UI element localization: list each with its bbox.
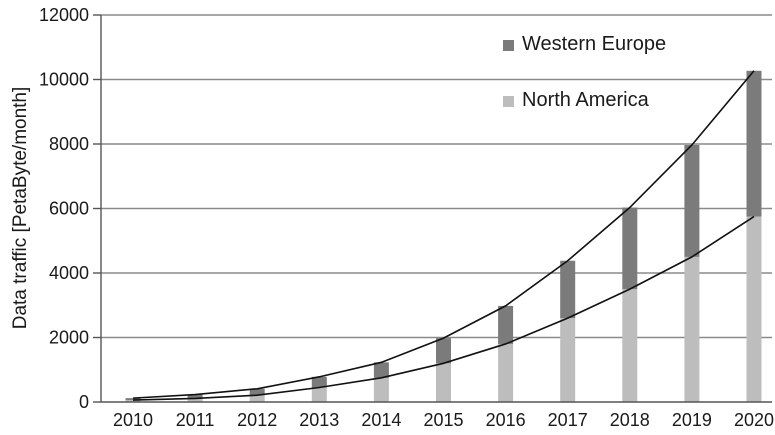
trend-lines	[132, 70, 755, 401]
bar-western-europe	[187, 394, 203, 399]
x-tick-label: 2011	[176, 410, 215, 430]
bar-north-america	[249, 395, 265, 402]
bar-north-america	[622, 289, 638, 402]
trend-line-north-america	[132, 215, 755, 401]
bars	[125, 70, 762, 402]
bar-western-europe	[311, 376, 327, 388]
bar-western-europe	[684, 144, 700, 257]
bar-western-europe	[249, 388, 265, 396]
legend: Western Europe North America	[503, 33, 666, 111]
bar-north-america	[560, 318, 576, 402]
bar-western-europe	[560, 260, 576, 319]
bar-north-america	[746, 216, 762, 402]
legend-swatch	[503, 40, 514, 51]
y-tick-label: 12000	[39, 5, 89, 25]
bar-north-america	[436, 363, 451, 402]
x-tick-label: 2020	[734, 410, 774, 430]
bar-western-europe	[746, 70, 762, 217]
bar-north-america	[311, 387, 327, 402]
x-tick-label: 2013	[299, 410, 339, 430]
bar-western-europe	[622, 207, 638, 290]
bar-north-america	[498, 343, 514, 402]
y-tick-label: 8000	[49, 134, 89, 154]
x-tick-label: 2010	[113, 410, 153, 430]
y-tick-labels: 0 2000 4000 6000 8000 10000 12000	[39, 5, 89, 412]
x-tick-labels: 2010 2011 2012 2013 2014 2015 2016 2017 2018 2019…	[113, 410, 774, 430]
bar-north-america	[125, 400, 141, 402]
axes	[93, 14, 772, 403]
gridlines	[101, 14, 772, 339]
y-tick-label: 2000	[49, 328, 89, 348]
y-tick-label: 10000	[39, 70, 89, 90]
y-tick-label: 6000	[49, 199, 89, 219]
x-tick-label: 2017	[548, 410, 588, 430]
legend-label: Western Europe	[522, 33, 666, 55]
bar-north-america	[373, 377, 389, 402]
x-tick-label: 2012	[237, 410, 277, 430]
bar-north-america	[187, 398, 203, 402]
bar-north-america	[684, 256, 700, 402]
x-tick-label: 2019	[672, 410, 712, 430]
y-axis-title: Data traffic [PetaByte/month]	[10, 87, 31, 330]
x-tick-label: 2015	[423, 410, 463, 430]
bar-western-europe	[373, 362, 389, 378]
trend-line-western-europe	[132, 70, 755, 399]
x-tick-label: 2018	[610, 410, 650, 430]
bar-western-europe	[498, 305, 514, 344]
y-tick-label: 0	[79, 392, 89, 412]
x-tick-label: 2014	[361, 410, 401, 430]
y-tick-label: 4000	[49, 263, 89, 283]
legend-label: North America	[522, 89, 650, 111]
bar-western-europe	[436, 338, 451, 364]
bar-western-europe	[125, 398, 141, 401]
legend-swatch	[503, 96, 514, 107]
x-tick-label: 2016	[486, 410, 526, 430]
